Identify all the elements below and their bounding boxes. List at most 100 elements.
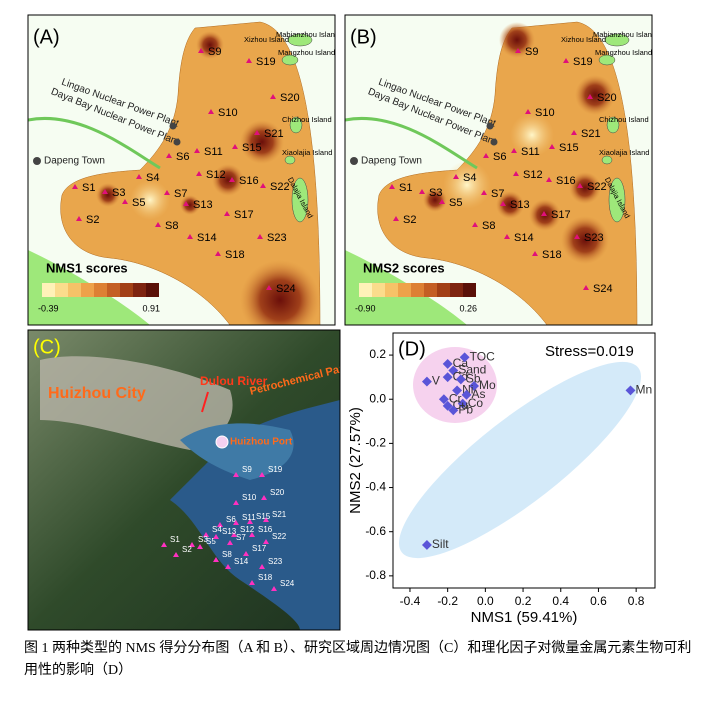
- station-label: S8: [165, 220, 178, 232]
- score-blob: [561, 216, 609, 264]
- point-label: Cr: [449, 391, 462, 405]
- station-label: S17: [252, 544, 267, 553]
- legend-swatch: [68, 283, 81, 297]
- station-marker: [224, 211, 230, 216]
- place-label: Xiaolajia Island: [599, 148, 649, 157]
- station-marker: [260, 183, 266, 188]
- place-label: Mangzhou Island: [595, 48, 652, 57]
- score-blob: [96, 183, 120, 207]
- station-label: S4: [146, 172, 159, 184]
- station-marker: [393, 216, 399, 221]
- point-label: Mn: [635, 383, 652, 397]
- station-label: S22: [272, 532, 287, 541]
- station-marker: [76, 216, 82, 221]
- river-arrow: [201, 391, 209, 413]
- station-marker: [532, 251, 538, 256]
- station-label: S13: [222, 527, 237, 536]
- panel-label: (A): [33, 26, 60, 48]
- station-marker: [183, 201, 189, 206]
- station-label: S2: [86, 214, 99, 226]
- plant-marker: [486, 122, 494, 130]
- station-label: S20: [597, 92, 617, 104]
- station-marker: [166, 153, 172, 158]
- score-blob: [443, 161, 491, 209]
- station-label: S2: [182, 545, 192, 554]
- station-marker: [194, 148, 200, 153]
- station-marker: [203, 532, 209, 537]
- x-tick-label: 0.8: [628, 594, 645, 608]
- station-marker: [453, 174, 459, 179]
- station-label: S22: [587, 181, 607, 193]
- station-marker: [546, 177, 552, 182]
- station-label: S15: [559, 142, 579, 154]
- station-label: S9: [525, 46, 538, 58]
- x-axis-title: NMS1 (59.41%): [471, 609, 578, 626]
- legend-title: NMS1 scores: [46, 260, 128, 275]
- station-marker: [249, 532, 255, 537]
- station-marker: [233, 472, 239, 477]
- station-label: S23: [584, 232, 604, 244]
- station-marker: [233, 500, 239, 505]
- x-tick-label: 0.6: [590, 594, 607, 608]
- legend-swatch: [94, 283, 107, 297]
- legend-swatch: [463, 283, 476, 297]
- station-marker: [246, 58, 252, 63]
- point: [625, 385, 636, 396]
- legend-max: 0.26: [459, 303, 477, 313]
- plant-marker: [173, 138, 181, 146]
- place-label: Chizhou Island: [599, 115, 649, 124]
- point-label: Mo: [479, 378, 496, 392]
- station-marker: [574, 234, 580, 239]
- station-marker: [500, 201, 506, 206]
- station-marker: [587, 94, 593, 99]
- place-label: Dapeng Town: [361, 156, 422, 167]
- station-marker: [196, 171, 202, 176]
- station-marker: [198, 48, 204, 53]
- station-label: S24: [593, 283, 613, 295]
- station-label: S24: [276, 283, 296, 295]
- station-label: S5: [132, 197, 145, 209]
- station-label: S8: [222, 550, 232, 559]
- score-blob: [423, 188, 447, 212]
- score-blob: [499, 22, 535, 58]
- station-marker: [419, 189, 425, 194]
- station-marker: [213, 557, 219, 562]
- score-blob: [510, 113, 554, 157]
- station-marker: [213, 534, 219, 539]
- station-marker: [197, 544, 203, 549]
- x-tick-label: 0.0: [477, 594, 494, 608]
- station-marker: [122, 199, 128, 204]
- island: [601, 155, 613, 165]
- score-blob: [212, 164, 244, 196]
- legend-swatch: [55, 283, 68, 297]
- point: [442, 400, 453, 411]
- plant-marker: [490, 138, 498, 146]
- station-label: S12: [206, 169, 226, 181]
- y-tick-label: -0.2: [365, 436, 386, 450]
- station-marker: [266, 285, 272, 290]
- figure-caption: 图 1 两种类型的 NMS 得分分布图（A 和 B）、研究区域周边情况图（C）和…: [24, 641, 692, 678]
- station-marker: [504, 234, 510, 239]
- station-marker: [215, 251, 221, 256]
- station-marker: [155, 222, 161, 227]
- station-marker: [72, 184, 78, 189]
- x-tick-label: -0.4: [400, 594, 421, 608]
- score-blob: [240, 260, 320, 325]
- panel-frame: [27, 329, 341, 631]
- station-marker: [541, 211, 547, 216]
- y-tick-label: -0.6: [365, 524, 386, 538]
- station-label: S23: [267, 232, 287, 244]
- legend-min: -0.39: [38, 303, 59, 313]
- point: [448, 365, 459, 376]
- legend-swatch: [411, 283, 424, 297]
- legend-swatch: [81, 283, 94, 297]
- station-marker: [229, 177, 235, 182]
- point-label: Co: [468, 396, 484, 410]
- point-label: Sand: [458, 363, 486, 377]
- x-tick-label: 0.4: [552, 594, 569, 608]
- station-marker: [249, 580, 255, 585]
- station-label: S22: [270, 181, 290, 193]
- station-label: S19: [256, 56, 276, 68]
